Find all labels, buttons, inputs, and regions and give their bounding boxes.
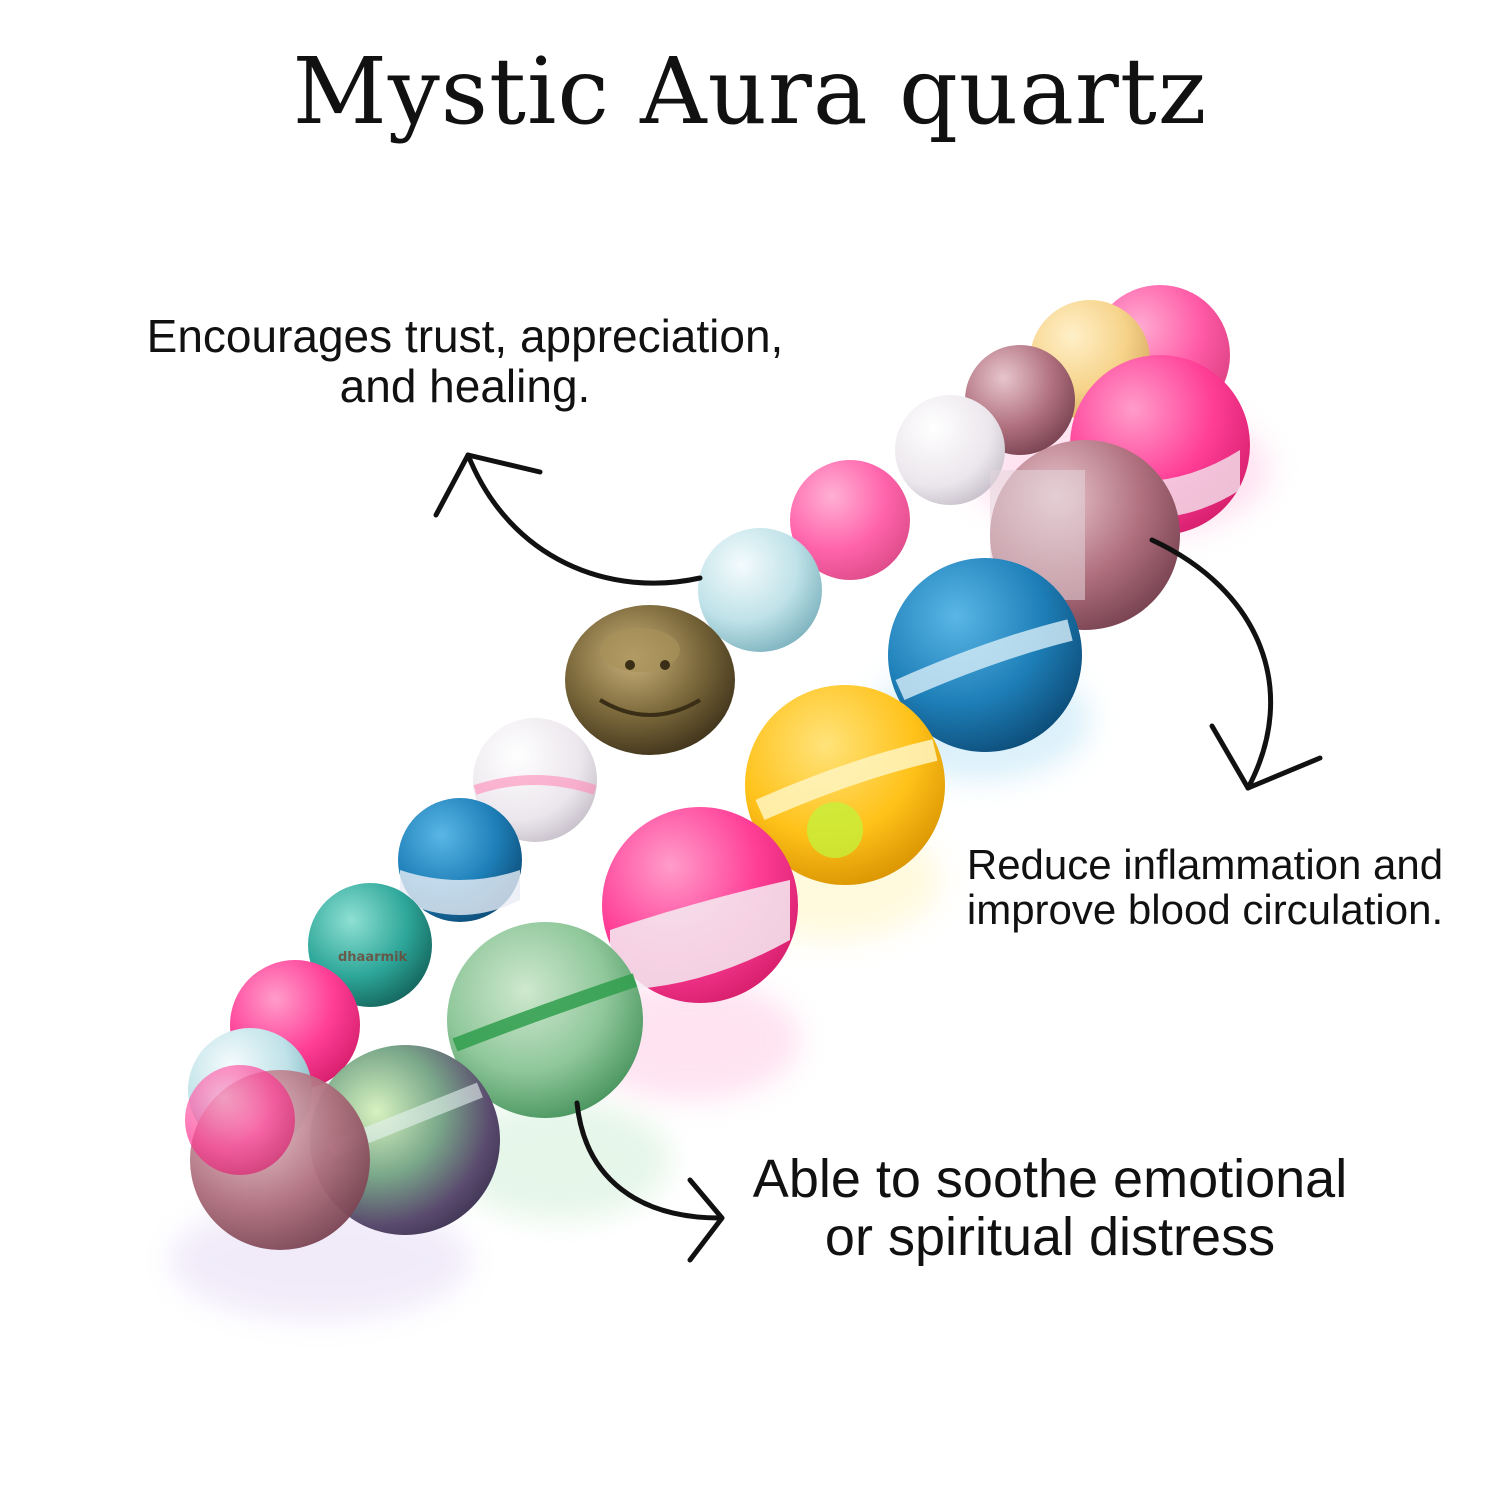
callout-soothe: Able to soothe emotional or spiritual di… [720, 1150, 1380, 1267]
buddha-charm [565, 605, 735, 755]
callout-trust: Encourages trust, appreciation, and heal… [110, 310, 820, 412]
back-row-beads [188, 285, 1230, 1152]
watermark-logo: dhaarmik [338, 950, 408, 965]
bead [790, 460, 910, 580]
callout-inflammation-line2: improve blood circulation. [966, 886, 1444, 934]
arrow-trust-icon [433, 452, 703, 586]
bead [185, 1065, 295, 1175]
callout-trust-line2: and healing. [339, 359, 591, 412]
callout-trust-line1: Encourages trust, appreciation, [146, 310, 784, 362]
arrow-inflammation-icon [1149, 537, 1323, 791]
callout-inflammation-line1: Reduce inflammation and [966, 841, 1444, 888]
arrow-soothe-icon [574, 1100, 725, 1263]
callout-soothe-line1: Able to soothe emotional [752, 1149, 1348, 1209]
callout-soothe-line2: or spiritual distress [824, 1207, 1276, 1268]
bead [308, 883, 432, 1007]
page-title: Mystic Aura quartz [292, 38, 1208, 145]
bead [895, 395, 1005, 505]
callout-inflammation: Reduce inflammation and improve blood ci… [930, 842, 1480, 933]
front-row-beads [185, 355, 1250, 1250]
bead [698, 528, 822, 652]
bead [447, 922, 643, 1118]
